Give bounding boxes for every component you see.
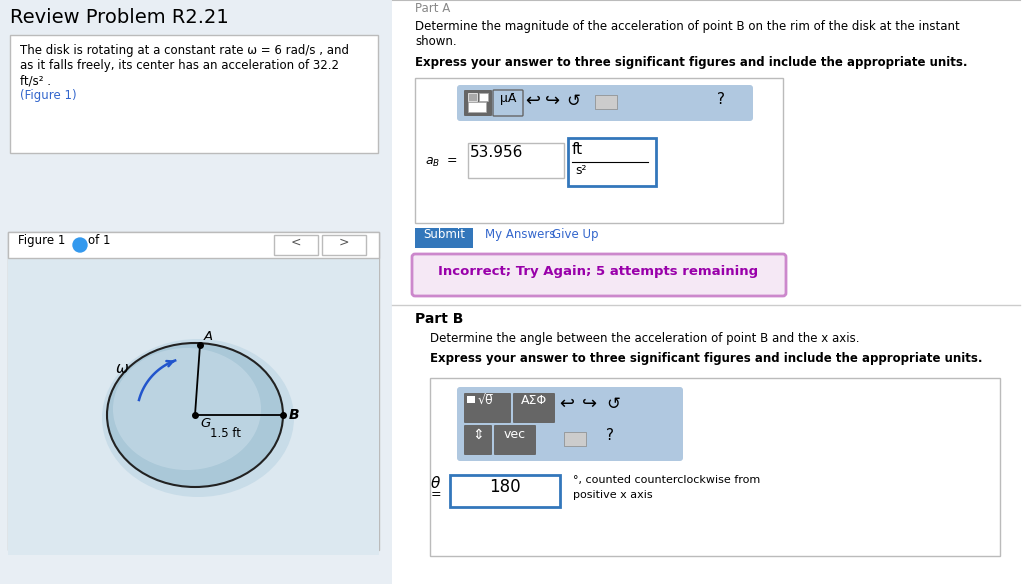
- Text: Submit: Submit: [423, 228, 465, 241]
- FancyBboxPatch shape: [464, 425, 492, 455]
- FancyBboxPatch shape: [493, 90, 523, 116]
- Text: μȦ: μȦ: [500, 92, 516, 105]
- Text: Incorrect; Try Again; 5 attempts remaining: Incorrect; Try Again; 5 attempts remaini…: [438, 265, 758, 278]
- FancyBboxPatch shape: [595, 95, 617, 109]
- Text: ⇕: ⇕: [472, 428, 483, 442]
- FancyBboxPatch shape: [468, 143, 564, 178]
- Text: $\theta$: $\theta$: [430, 475, 441, 491]
- Text: ft: ft: [572, 142, 583, 157]
- FancyBboxPatch shape: [457, 85, 753, 121]
- Text: positive x axis: positive x axis: [573, 490, 652, 500]
- Text: ↺: ↺: [606, 395, 620, 413]
- Text: A: A: [204, 330, 213, 343]
- Circle shape: [73, 238, 87, 252]
- Text: ?: ?: [717, 92, 725, 107]
- Text: =: =: [431, 488, 441, 502]
- Text: Express your answer to three significant figures and include the appropriate uni: Express your answer to three significant…: [430, 352, 982, 365]
- FancyBboxPatch shape: [479, 93, 488, 101]
- Text: Part A: Part A: [415, 2, 451, 15]
- Text: AΣΦ: AΣΦ: [521, 394, 547, 407]
- Text: ↩: ↩: [559, 395, 574, 413]
- Text: The disk is rotating at a constant rate ω = 6 rad/s , and: The disk is rotating at a constant rate …: [20, 44, 349, 57]
- Text: Figure 1: Figure 1: [18, 234, 66, 247]
- Text: Part B: Part B: [415, 312, 464, 326]
- FancyBboxPatch shape: [464, 90, 492, 116]
- Text: Review Problem R2.21: Review Problem R2.21: [10, 8, 228, 27]
- Text: G: G: [200, 417, 210, 430]
- Text: ?: ?: [606, 428, 614, 443]
- Ellipse shape: [106, 343, 283, 487]
- Text: B: B: [289, 408, 300, 422]
- Text: ft/s² .: ft/s² .: [20, 74, 51, 87]
- FancyBboxPatch shape: [8, 258, 379, 555]
- FancyBboxPatch shape: [468, 102, 486, 112]
- Text: (Figure 1): (Figure 1): [20, 89, 77, 102]
- Ellipse shape: [102, 339, 294, 497]
- Text: ↺: ↺: [566, 92, 580, 110]
- Text: 53.956: 53.956: [470, 145, 523, 160]
- Text: Determine the angle between the acceleration of point B and the x axis.: Determine the angle between the accelera…: [430, 332, 859, 345]
- FancyBboxPatch shape: [564, 432, 586, 446]
- FancyBboxPatch shape: [8, 232, 379, 550]
- FancyBboxPatch shape: [415, 78, 783, 223]
- Text: ω: ω: [117, 361, 129, 376]
- FancyBboxPatch shape: [412, 254, 786, 296]
- FancyBboxPatch shape: [10, 35, 378, 153]
- Text: Express your answer to three significant figures and include the appropriate uni: Express your answer to three significant…: [415, 56, 968, 69]
- FancyBboxPatch shape: [274, 235, 318, 255]
- FancyBboxPatch shape: [430, 378, 1000, 556]
- Text: >: >: [339, 236, 349, 249]
- Text: ↩: ↩: [525, 92, 541, 110]
- Text: °, counted counterclockwise from: °, counted counterclockwise from: [573, 475, 760, 485]
- Text: as it falls freely, its center has an acceleration of 32.2: as it falls freely, its center has an ac…: [20, 59, 339, 72]
- Text: Give Up: Give Up: [552, 228, 598, 241]
- Text: $a_B$  =: $a_B$ =: [425, 155, 458, 169]
- FancyBboxPatch shape: [464, 393, 511, 423]
- Text: <: <: [291, 236, 301, 249]
- FancyBboxPatch shape: [322, 235, 366, 255]
- Text: ↪: ↪: [546, 92, 560, 110]
- Text: 180: 180: [489, 478, 521, 496]
- Ellipse shape: [113, 348, 261, 470]
- FancyBboxPatch shape: [568, 138, 656, 186]
- FancyBboxPatch shape: [450, 475, 560, 507]
- Text: s²: s²: [575, 164, 587, 177]
- FancyBboxPatch shape: [468, 93, 477, 101]
- Text: shown.: shown.: [415, 35, 457, 48]
- FancyBboxPatch shape: [467, 396, 475, 403]
- FancyBboxPatch shape: [513, 393, 555, 423]
- Text: 1.5 ft: 1.5 ft: [210, 427, 241, 440]
- FancyBboxPatch shape: [457, 387, 683, 461]
- FancyBboxPatch shape: [494, 425, 536, 455]
- Text: √θ̅: √θ̅: [477, 394, 493, 407]
- FancyBboxPatch shape: [415, 228, 473, 248]
- FancyBboxPatch shape: [392, 0, 1024, 584]
- Text: of 1: of 1: [88, 234, 111, 247]
- Text: My Answers: My Answers: [485, 228, 555, 241]
- Text: ↪: ↪: [583, 395, 598, 413]
- Text: vec: vec: [504, 428, 526, 441]
- Text: Determine the magnitude of the acceleration of point B on the rim of the disk at: Determine the magnitude of the accelerat…: [415, 20, 959, 33]
- FancyBboxPatch shape: [8, 232, 379, 258]
